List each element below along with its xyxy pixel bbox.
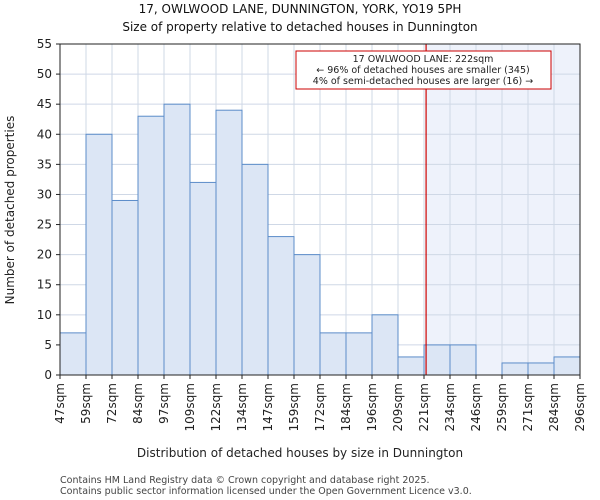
x-tick-label: 234sqm	[443, 383, 457, 431]
y-tick-label: 10	[37, 308, 52, 322]
bar-72sqm	[111, 199, 139, 376]
x-tick-label: 221sqm	[417, 383, 431, 431]
bar-172sqm	[319, 332, 347, 376]
footer-line-1: Contains HM Land Registry data © Crown c…	[60, 475, 430, 486]
y-tick-label: 50	[37, 67, 52, 81]
y-tick-label: 55	[37, 37, 52, 51]
x-tick-label: 47sqm	[53, 383, 67, 424]
bar-284sqm	[553, 356, 581, 376]
x-tick-label: 72sqm	[105, 383, 119, 424]
x-tick-label: 271sqm	[521, 383, 535, 431]
bar-271sqm	[527, 362, 555, 376]
annotation-box	[295, 50, 552, 90]
highlight-region	[426, 44, 580, 375]
x-tick-label: 246sqm	[469, 383, 483, 431]
x-axis-label: Distribution of detached houses by size …	[137, 446, 463, 460]
footer-line-2: Contains public sector information licen…	[60, 486, 472, 497]
annotation-larger: 4% of semi-detached houses are larger (1…	[313, 76, 533, 87]
bar-59sqm	[85, 133, 113, 376]
bar-196sqm	[371, 314, 399, 376]
bar-109sqm	[189, 181, 217, 376]
x-tick-label: 84sqm	[131, 383, 145, 424]
x-tick-label: 122sqm	[209, 383, 223, 431]
chart-title: 17, OWLWOOD LANE, DUNNINGTON, YORK, YO19…	[139, 2, 462, 16]
y-tick-label: 20	[37, 248, 52, 262]
x-tick-label: 284sqm	[547, 383, 561, 431]
bar-97sqm	[163, 103, 191, 376]
x-tick-label: 196sqm	[365, 383, 379, 431]
bar-234sqm	[449, 344, 477, 376]
bar-184sqm	[345, 332, 373, 376]
x-tick-label: 184sqm	[339, 383, 353, 431]
bar-147sqm	[267, 236, 295, 376]
bar-159sqm	[293, 254, 321, 376]
bar-122sqm	[215, 109, 243, 376]
x-tick-label: 172sqm	[313, 383, 327, 431]
chart-subtitle: Size of property relative to detached ho…	[122, 20, 477, 34]
bar-134sqm	[241, 163, 269, 376]
y-tick-label: 30	[37, 187, 52, 201]
bar-209sqm	[397, 356, 425, 376]
bar-47sqm	[59, 332, 87, 376]
y-tick-label: 5	[44, 338, 52, 352]
y-tick-label: 0	[44, 368, 52, 382]
x-tick-label: 59sqm	[79, 383, 93, 424]
bar-259sqm	[501, 362, 529, 376]
x-tick-label: 97sqm	[157, 383, 171, 424]
annotation-title: 17 OWLWOOD LANE: 222sqm	[353, 54, 494, 65]
y-tick-label: 15	[37, 278, 52, 292]
x-tick-label: 109sqm	[183, 383, 197, 431]
y-axis-label: Number of detached properties	[3, 116, 17, 305]
y-tick-label: 45	[37, 97, 52, 111]
x-tick-label: 259sqm	[495, 383, 509, 431]
plot-frame	[59, 43, 581, 376]
y-tick-label: 35	[37, 157, 52, 171]
y-tick-label: 40	[37, 127, 52, 141]
bar-221sqm	[423, 344, 451, 376]
annotation-smaller: ← 96% of detached houses are smaller (34…	[316, 65, 529, 76]
x-tick-label: 134sqm	[235, 383, 249, 431]
bar-84sqm	[137, 115, 165, 376]
y-tick-label: 25	[37, 218, 52, 232]
x-tick-label: 159sqm	[287, 383, 301, 431]
x-tick-label: 296sqm	[573, 383, 587, 431]
x-tick-label: 147sqm	[261, 383, 275, 431]
x-tick-label: 209sqm	[391, 383, 405, 431]
